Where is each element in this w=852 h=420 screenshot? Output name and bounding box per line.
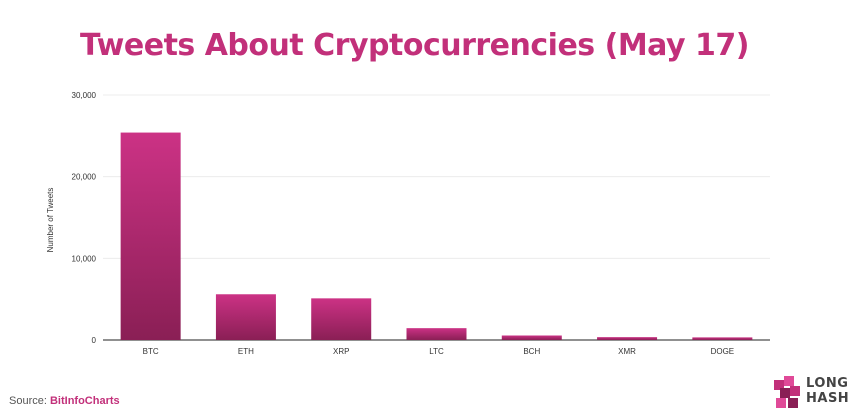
bar-xrp bbox=[311, 298, 372, 340]
y-tick-label: 10,000 bbox=[72, 254, 97, 263]
y-tick-label: 20,000 bbox=[72, 173, 97, 182]
source-name: BitInfoCharts bbox=[49, 395, 120, 407]
x-tick-label: DOGE bbox=[711, 347, 735, 356]
y-axis-label: Number of Tweets bbox=[46, 188, 55, 253]
bars bbox=[120, 132, 753, 340]
x-tick-label: ETH bbox=[238, 347, 254, 356]
bar-ltc bbox=[406, 328, 467, 340]
gridlines bbox=[103, 94, 770, 341]
chart-title: Tweets About Cryptocurrencies (May 17) bbox=[80, 28, 749, 63]
logo-cube-icon bbox=[774, 376, 800, 408]
logo-text-line2: HASH bbox=[806, 391, 850, 406]
logo-text-line1: LONG bbox=[806, 376, 849, 391]
bar-btc bbox=[120, 132, 181, 340]
bar-eth bbox=[215, 294, 276, 340]
source-prefix: Source: bbox=[9, 395, 50, 407]
bar-xmr bbox=[597, 337, 658, 340]
source-note: Source: BitInfoCharts bbox=[9, 395, 120, 407]
x-tick-label: BCH bbox=[523, 347, 540, 356]
longhash-logo bbox=[774, 376, 800, 408]
x-tick-label: XRP bbox=[333, 347, 349, 356]
x-tick-label: XMR bbox=[618, 347, 636, 356]
axis-labels: 0 10,000 20,000 30,000 BTC ETH XRP LTC BCH XMR DOG… bbox=[72, 91, 735, 356]
x-tick-label: LTC bbox=[429, 347, 444, 356]
y-tick-label: 30,000 bbox=[72, 91, 97, 100]
y-tick-label: 0 bbox=[92, 336, 97, 345]
bar-bch bbox=[501, 335, 562, 340]
bar-doge bbox=[692, 337, 753, 340]
x-tick-label: BTC bbox=[143, 347, 159, 356]
